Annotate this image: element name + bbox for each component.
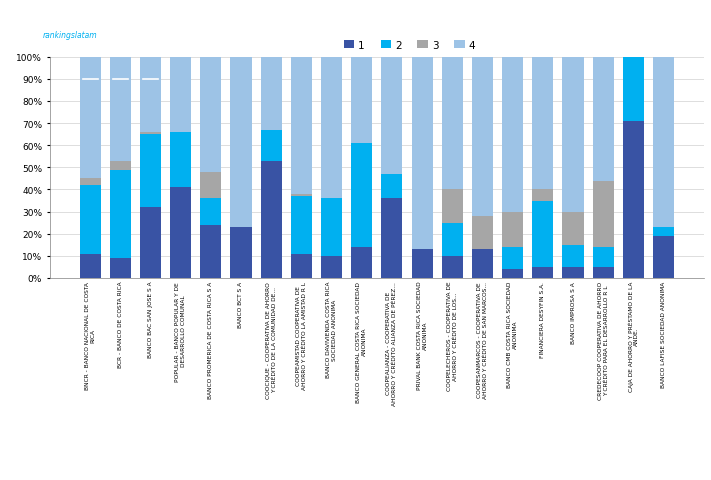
Bar xyxy=(442,190,463,223)
Bar xyxy=(140,208,161,278)
Bar xyxy=(261,58,282,131)
Bar xyxy=(442,256,463,278)
Bar xyxy=(533,201,553,267)
Bar xyxy=(593,248,614,267)
Bar xyxy=(412,58,433,250)
Bar xyxy=(80,186,101,254)
Bar xyxy=(653,237,674,278)
Bar xyxy=(653,58,674,228)
Bar xyxy=(623,121,644,278)
Bar xyxy=(140,132,161,135)
Bar xyxy=(201,58,221,172)
Bar xyxy=(140,58,161,132)
Bar xyxy=(230,58,252,228)
Bar xyxy=(562,212,584,245)
Bar xyxy=(109,58,131,161)
Legend: 1, 2, 3, 4: 1, 2, 3, 4 xyxy=(340,36,479,55)
Bar xyxy=(502,212,523,248)
Bar xyxy=(170,58,191,132)
Bar xyxy=(291,254,312,278)
Bar xyxy=(201,199,221,226)
Bar xyxy=(321,58,342,199)
Bar xyxy=(351,58,373,144)
Bar xyxy=(653,228,674,237)
Bar xyxy=(472,216,493,250)
Bar xyxy=(201,172,221,199)
Bar xyxy=(562,267,584,278)
Bar xyxy=(351,248,373,278)
Bar xyxy=(533,190,553,201)
Bar xyxy=(170,132,191,188)
Bar xyxy=(170,188,191,278)
Bar xyxy=(472,58,493,216)
Bar xyxy=(412,250,433,278)
Bar xyxy=(593,58,614,181)
Bar xyxy=(261,131,282,161)
Bar xyxy=(201,226,221,278)
Bar xyxy=(502,248,523,270)
Bar xyxy=(230,228,252,278)
Bar xyxy=(442,58,463,190)
Bar xyxy=(623,58,644,121)
Bar xyxy=(593,181,614,248)
Bar xyxy=(321,256,342,278)
Bar xyxy=(533,267,553,278)
Bar xyxy=(562,245,584,267)
Bar xyxy=(80,179,101,186)
Bar xyxy=(291,58,312,194)
Bar xyxy=(381,58,402,175)
Bar xyxy=(381,175,402,199)
Bar xyxy=(442,223,463,256)
Bar xyxy=(562,58,584,212)
Bar xyxy=(80,58,101,179)
Bar xyxy=(109,161,131,170)
Bar xyxy=(261,161,282,278)
Bar xyxy=(472,250,493,278)
Bar xyxy=(291,197,312,254)
Bar xyxy=(502,270,523,278)
Bar xyxy=(502,58,523,212)
Bar xyxy=(321,199,342,256)
Bar xyxy=(533,58,553,190)
Bar xyxy=(109,259,131,278)
Text: rankingslatam: rankingslatam xyxy=(43,31,98,40)
Bar xyxy=(109,170,131,259)
Bar xyxy=(80,254,101,278)
Bar xyxy=(593,267,614,278)
Bar xyxy=(381,199,402,278)
Bar xyxy=(351,144,373,248)
Bar xyxy=(140,135,161,208)
Bar xyxy=(291,194,312,197)
